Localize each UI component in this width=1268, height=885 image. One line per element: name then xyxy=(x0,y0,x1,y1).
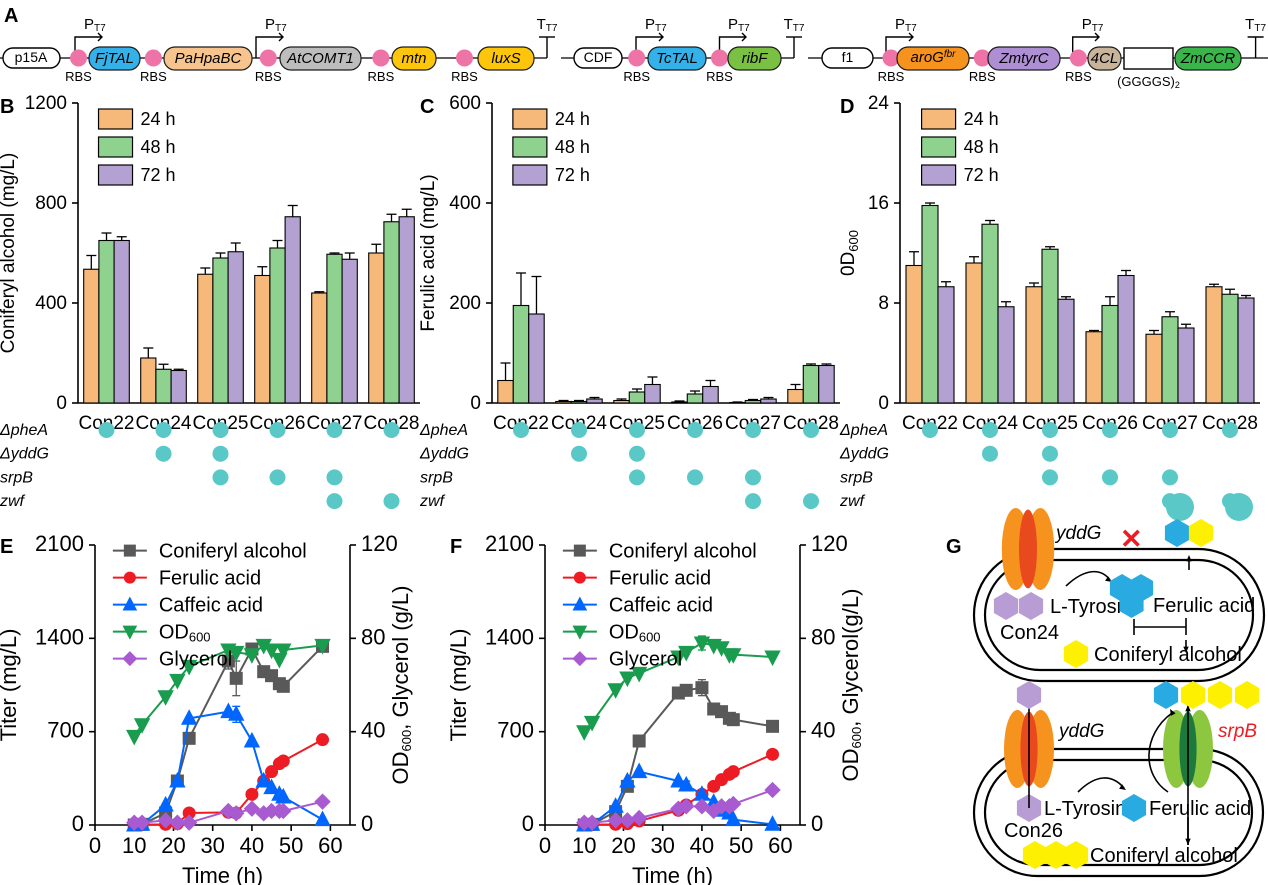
svg-text:✕: ✕ xyxy=(1120,524,1143,554)
svg-text:Coniferyl alcohol: Coniferyl alcohol xyxy=(1094,644,1242,666)
svg-text:Ferulic acid: Ferulic acid xyxy=(1149,798,1251,820)
svg-text:srpB: srpB xyxy=(1218,721,1257,742)
svg-text:Con24: Con24 xyxy=(1000,622,1059,644)
svg-text:Ferulic acid: Ferulic acid xyxy=(1153,595,1255,617)
svg-text:yddG: yddG xyxy=(1057,721,1104,742)
svg-text:G: G xyxy=(946,536,962,558)
svg-text:Coniferyl alcohol: Coniferyl alcohol xyxy=(1090,845,1238,867)
svg-text:yddG: yddG xyxy=(1054,523,1101,544)
svg-text:Con26: Con26 xyxy=(1004,820,1063,842)
